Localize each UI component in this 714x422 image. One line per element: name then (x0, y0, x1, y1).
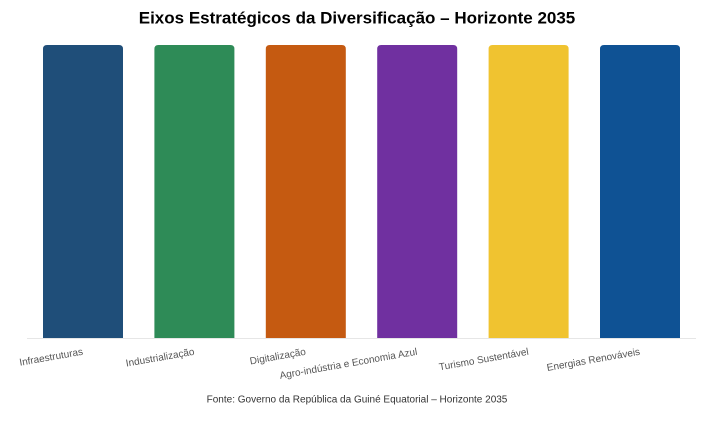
bar (43, 45, 123, 338)
x-tick-label: Turismo Sustentável (438, 347, 529, 374)
source-note: Fonte: Governo da República da Guiné Equ… (207, 395, 508, 406)
bar (154, 45, 235, 338)
chart-title: Eixos Estratégicos da Diversificação – H… (139, 8, 576, 27)
bar (377, 45, 458, 338)
x-tick-label: Industrialização (125, 347, 196, 370)
x-tick-label: Digitalização (249, 347, 307, 368)
bar (488, 45, 569, 338)
bar (265, 45, 346, 338)
x-tick-label: Energias Renováveis (546, 347, 641, 374)
bar (600, 45, 680, 338)
x-tick-label: Infraestruturas (19, 347, 84, 369)
